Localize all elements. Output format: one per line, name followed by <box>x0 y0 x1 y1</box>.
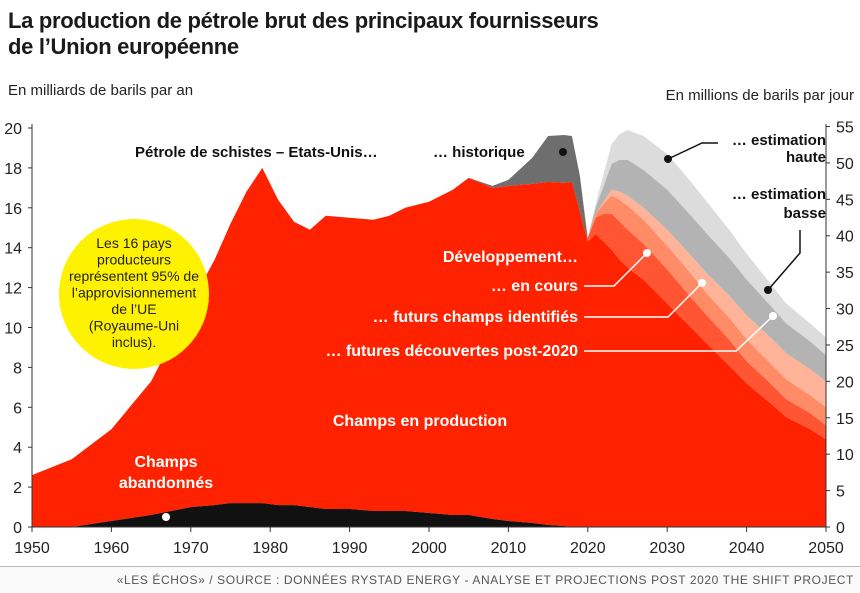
left-axis-unit: En milliards de barils par an <box>8 82 194 99</box>
label-historic: … historique <box>433 144 525 161</box>
label-in-progress: … en cours <box>491 278 578 295</box>
leader-high-estimate <box>667 142 718 160</box>
y-left-tick-label: 2 <box>13 480 22 497</box>
y-left-tick-label: 10 <box>4 321 22 338</box>
info-bubble-line: producteurs <box>97 252 171 268</box>
marker-future-discoveries <box>769 312 777 320</box>
label-abandoned-line-2: abandonnés <box>119 475 213 492</box>
y-right-tick-label: 45 <box>836 192 854 209</box>
x-tick-label: 1960 <box>94 540 130 557</box>
label-abandoned-line-1: Champs <box>134 454 197 471</box>
leader-future-discoveries <box>584 315 774 352</box>
y-right-tick-label: 15 <box>836 411 854 428</box>
x-tick-label: 2040 <box>729 540 765 557</box>
info-bubble-line: représentent 95% de <box>69 268 199 284</box>
x-tick-label: 2030 <box>649 540 685 557</box>
info-bubble-line: inclus). <box>112 334 156 350</box>
x-tick-label: 1970 <box>173 540 209 557</box>
y-right-tick-label: 20 <box>836 374 854 391</box>
y-right-tick-label: 30 <box>836 302 854 319</box>
source-text: «LES ÉCHOS» / SOURCE : DONNÉES RYSTAD EN… <box>116 573 854 587</box>
y-left-tick-label: 16 <box>4 201 22 218</box>
info-bubble-line: Les 16 pays <box>96 235 172 251</box>
y-left-tick-label: 14 <box>4 241 22 258</box>
chart-title: La production de pétrole brut des princi… <box>8 8 808 60</box>
y-right-tick-label: 55 <box>836 120 854 137</box>
label-high-estimate-line-1: … estimation <box>732 132 826 149</box>
label-future-discoveries: … futures découvertes post-2020 <box>325 343 578 360</box>
leader-identified-fields <box>584 282 703 318</box>
x-tick-label: 2020 <box>570 540 606 557</box>
y-right-tick-label: 10 <box>836 447 854 464</box>
y-right-tick-label: 50 <box>836 156 854 173</box>
right-axis-unit: En millions de barils par jour <box>665 87 854 104</box>
leader-low-estimate <box>767 230 801 291</box>
marker-identified-fields <box>698 279 706 287</box>
label-production: Champs en production <box>333 413 507 430</box>
x-tick-label: 2000 <box>411 540 447 557</box>
y-left-tick-label: 18 <box>4 161 22 178</box>
y-left-tick-label: 4 <box>13 440 22 457</box>
y-right-tick-label: 40 <box>836 229 854 246</box>
leader-in-progress <box>584 252 648 287</box>
marker-abandoned <box>162 513 170 521</box>
y-right-tick-label: 0 <box>836 520 845 537</box>
info-bubble-line: (Royaume-Uni <box>89 318 179 334</box>
y-right-tick-label: 35 <box>836 265 854 282</box>
x-tick-label: 1950 <box>14 540 50 557</box>
marker-low-estimate <box>764 286 772 294</box>
source-footer: «LES ÉCHOS» / SOURCE : DONNÉES RYSTAD EN… <box>0 566 860 593</box>
y-left-tick-label: 12 <box>4 281 22 298</box>
label-high-estimate-line-2: haute <box>786 149 826 166</box>
stacked-area-chart: 0 2 4 6 8 10 12 14 16 18 20 0 5 10 15 20 25 30 35 40 45 50 55 1… <box>4 120 854 557</box>
y-right-tick-label: 5 <box>836 484 845 501</box>
x-tick-label: 1980 <box>252 540 288 557</box>
info-bubble-line: de l’UE <box>111 301 156 317</box>
area-production <box>32 167 826 527</box>
label-low-estimate-line-1: … estimation <box>732 186 826 203</box>
label-development: Développement… <box>443 249 578 266</box>
label-low-estimate-line-2: basse <box>783 205 826 222</box>
marker-historic <box>559 148 567 156</box>
area-abandoned <box>32 503 826 527</box>
area-identified-fields <box>32 135 826 476</box>
x-tick-label: 2010 <box>491 540 527 557</box>
chart-title-line-2: de l’Union européenne <box>8 34 239 59</box>
label-identified-fields: … futurs champs identifiés <box>373 309 578 326</box>
y-left-tick-label: 20 <box>4 121 22 138</box>
marker-in-progress <box>643 249 651 257</box>
info-bubble <box>59 219 209 369</box>
x-tick-label: 2050 <box>808 540 844 557</box>
y-left-tick-label: 0 <box>13 520 22 537</box>
chart-title-line-1: La production de pétrole brut des princi… <box>8 8 599 33</box>
y-right-tick-label: 25 <box>836 338 854 355</box>
marker-high-estimate <box>664 155 672 163</box>
info-bubble-line: l’approvisionnement <box>72 285 197 301</box>
y-left-tick-label: 6 <box>13 400 22 417</box>
y-left-tick-label: 8 <box>13 360 22 377</box>
label-shale: Pétrole de schistes – Etats-Unis… <box>135 144 378 161</box>
x-tick-label: 1990 <box>332 540 368 557</box>
